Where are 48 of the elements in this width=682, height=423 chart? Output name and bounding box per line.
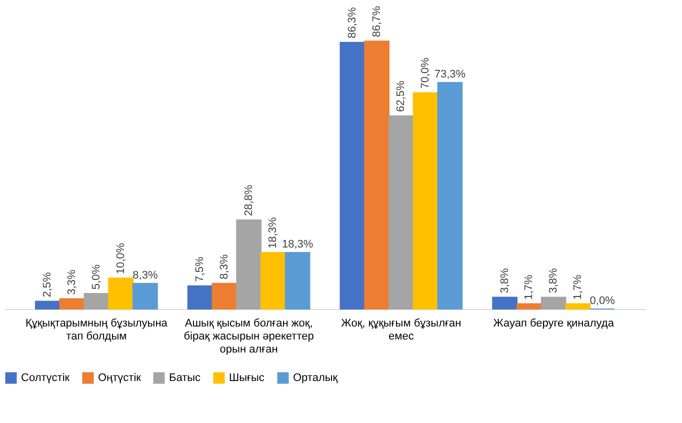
bar [516,303,542,310]
x-tick-label: Жоқ, құқығым бұзылған емес [341,318,462,342]
data-label: 62,5% [395,80,408,112]
bar [132,282,158,310]
bar [412,92,438,310]
legend-label: Солтүстік [21,372,70,384]
bar [34,300,60,310]
data-label: 10,0% [114,242,127,274]
data-label: 18,3% [282,238,314,250]
x-tick-label: Ашық қысым болған жоқ, бірақ жасырын әрекеттер орын алған [184,318,314,356]
bar [212,282,238,310]
bar [108,278,134,310]
data-label: 7,5% [194,256,206,282]
x-tick-label: Құқықтарымның бұзылуына тап болдым [25,318,168,342]
bar [59,298,85,310]
bar [492,296,518,310]
data-label: 5,0% [90,264,102,290]
data-label: 3,3% [66,270,78,295]
data-label: 70,0% [420,57,432,89]
bar [260,252,286,310]
legend-label: Орталық [293,372,338,384]
bar [364,40,390,310]
data-label: 0,0% [590,295,616,307]
data-label: 73,3% [434,68,466,81]
legend-label: Оңтүстік [98,372,142,384]
data-label: 8,3% [218,254,230,280]
bar [388,115,414,310]
data-label: 3,8% [498,268,511,294]
data-label: 18,3% [267,217,280,248]
bar [84,293,110,310]
legend-label: Шығыс [229,372,265,384]
bar [187,285,213,310]
bar [540,296,566,310]
data-label: 1,7% [523,274,536,300]
data-label: 2,5% [42,272,54,298]
data-label: 8,3% [132,269,158,282]
bar [284,252,310,310]
bar [437,82,463,310]
data-label: 1,7% [572,274,584,300]
x-tick-label: Жауап беруге қиналуда [493,318,615,330]
data-label: 28,8% [242,184,255,216]
bar [340,42,366,310]
data-label: 86,7% [370,6,383,38]
legend-label: Батыс [169,372,202,384]
data-label: 3,8% [548,268,560,294]
bar [565,303,591,310]
bar [236,220,262,310]
data-label: 86,3% [346,6,358,38]
